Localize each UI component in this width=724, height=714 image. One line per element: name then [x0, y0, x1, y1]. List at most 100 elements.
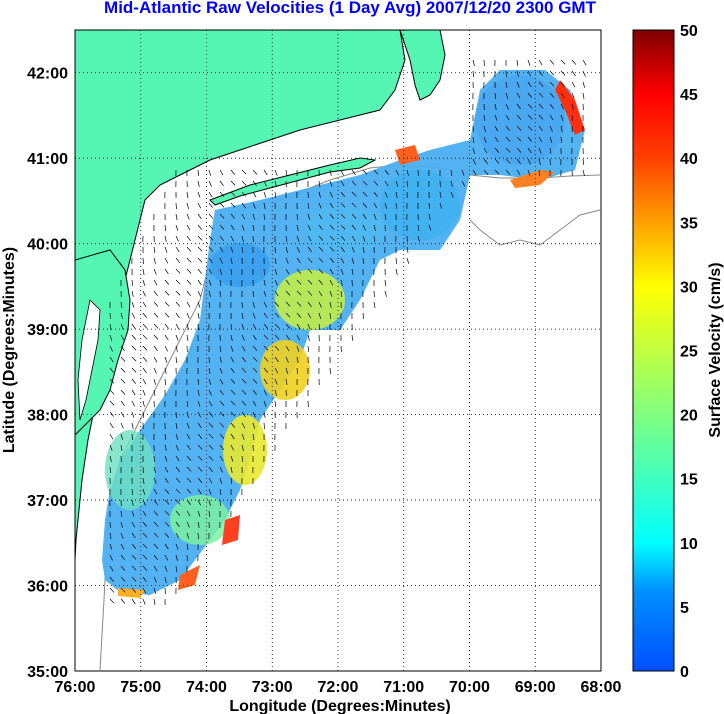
velocity-vector — [395, 257, 397, 265]
velocity-vector — [153, 587, 157, 594]
velocity-vector — [362, 202, 368, 208]
velocity-vector — [450, 180, 453, 187]
velocity-vector — [538, 59, 543, 66]
velocity-vector — [164, 499, 170, 505]
velocity-vector — [131, 422, 134, 429]
velocity-vector — [164, 301, 170, 307]
velocity-vector — [516, 147, 522, 153]
velocity-vector — [186, 433, 191, 440]
velocity-vector — [109, 356, 114, 363]
velocity-vector — [142, 598, 146, 605]
velocity-vector — [175, 532, 180, 539]
grid-lines — [75, 30, 601, 671]
velocity-vector — [186, 477, 192, 483]
velocity-vector — [527, 103, 533, 109]
velocity-vector — [197, 444, 203, 450]
velocity-vector — [142, 521, 147, 527]
velocity-vector — [571, 70, 576, 77]
velocity-vector — [208, 433, 214, 439]
velocity-vector — [274, 301, 279, 307]
axes-frame — [74, 29, 602, 672]
velocity-vector — [252, 224, 255, 231]
velocity-vector — [219, 488, 222, 495]
velocity-vector — [186, 235, 191, 242]
velocity-vector — [142, 510, 147, 517]
velocity-vector — [197, 202, 202, 209]
x-tick-label: 75:00 — [120, 679, 161, 696]
velocity-vector — [395, 268, 398, 275]
velocity-vector — [296, 224, 299, 231]
velocity-vector — [472, 136, 475, 143]
velocity-vector — [175, 510, 181, 516]
velocity-vector — [263, 411, 266, 418]
velocity-vector — [208, 235, 214, 241]
velocity-vector — [285, 312, 291, 318]
velocity-vector — [549, 147, 552, 154]
velocity-vector — [527, 169, 531, 176]
velocity-vector — [164, 246, 168, 253]
velocity-vector — [263, 202, 266, 209]
y-tick-labels: 42:00 41:00 40:00 39:00 38:00 37:00 36:00 35:00 — [27, 66, 68, 681]
colorbar-tick-label: 5 — [680, 600, 689, 617]
velocity-vector — [131, 400, 135, 407]
velocity-vector — [197, 422, 202, 429]
velocity-vector — [263, 422, 265, 430]
velocity-vector — [153, 246, 156, 253]
velocity-vector — [153, 576, 157, 583]
velocity-vector — [109, 576, 114, 582]
velocity-vector — [538, 169, 541, 176]
velocity-vector — [142, 477, 145, 484]
velocity-vector — [241, 422, 246, 429]
velocity-vector — [164, 367, 167, 374]
velocity-vector — [219, 389, 224, 396]
velocity-vector — [362, 169, 368, 175]
velocity-vector — [252, 290, 255, 297]
velocity-vector — [307, 279, 313, 285]
delmarva — [75, 249, 131, 436]
velocity-vector — [241, 191, 247, 197]
velocity-vector — [241, 433, 245, 440]
velocity-vector — [274, 345, 280, 351]
velocity-vector — [120, 411, 125, 418]
velocity-vector — [175, 356, 178, 363]
velocity-vector — [241, 345, 246, 352]
velocity-vector — [131, 334, 137, 340]
velocity-vector — [175, 279, 181, 285]
velocity-vector — [329, 202, 334, 209]
velocity-vector — [252, 356, 258, 362]
velocity-vector — [219, 268, 223, 275]
velocity-vector — [131, 587, 137, 593]
velocity-vector — [329, 367, 331, 375]
velocity-vector — [153, 488, 158, 495]
velocity-vector — [208, 400, 213, 407]
velocity-vector — [208, 389, 212, 396]
velocity-vector — [230, 378, 236, 384]
x-tick-label: 72:00 — [318, 679, 359, 696]
velocity-vector — [164, 345, 168, 352]
velocity-vector — [186, 202, 189, 209]
velocity-vector — [175, 213, 178, 220]
velocity-vector — [560, 81, 566, 87]
velocity-vector — [494, 125, 499, 132]
velocity-vector — [186, 224, 191, 231]
velocity-vector — [516, 59, 519, 66]
velocity-vector — [252, 213, 256, 220]
velocity-vector — [274, 367, 279, 374]
velocity-vector — [142, 334, 148, 340]
velocity-vector — [307, 323, 311, 330]
velocity-vector — [582, 70, 586, 77]
velocity-vector — [219, 466, 223, 473]
velocity-vector — [142, 279, 146, 286]
velocity-vector — [373, 301, 376, 308]
velocity-vector — [296, 301, 302, 307]
velocity-vector — [153, 257, 156, 264]
velocity-vector — [131, 301, 135, 308]
velocity-vector — [219, 169, 224, 176]
velocity-vector — [351, 202, 357, 208]
velocity-vector — [252, 334, 257, 341]
velocity-vector — [571, 92, 575, 99]
velocity-vector — [142, 389, 146, 396]
velocity-vector — [142, 488, 146, 495]
velocity-vector — [197, 477, 203, 483]
